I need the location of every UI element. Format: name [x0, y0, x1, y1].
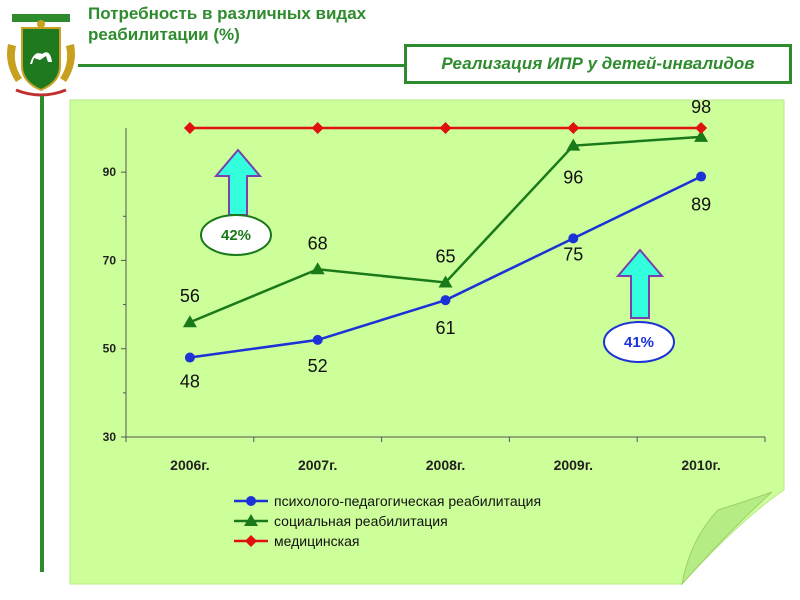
data-point [439, 122, 452, 134]
x-tick-label: 2006г. [170, 457, 209, 473]
x-tick-label: 2010г. [681, 457, 720, 473]
legend-marker [245, 535, 257, 547]
data-point [311, 122, 324, 134]
data-label: 56 [180, 286, 200, 306]
percent-label: 41% [624, 334, 654, 351]
data-point [694, 129, 709, 142]
data-point [568, 233, 579, 244]
data-point [696, 171, 707, 182]
data-label: 61 [435, 318, 455, 338]
paper-background [69, 99, 785, 585]
percent-bubble [200, 214, 272, 256]
data-point [182, 315, 197, 328]
header-divider [78, 64, 404, 67]
data-point [310, 262, 325, 275]
y-tick-label: 50 [103, 342, 117, 356]
data-point [183, 122, 196, 134]
legend-marker [246, 496, 256, 506]
y-tick-label: 70 [103, 253, 117, 267]
series-0: 48 52 61 75 89 [180, 171, 711, 392]
page-title: Потребность в различных видах реабилитац… [88, 3, 418, 45]
data-point [566, 138, 581, 151]
title-line-2: реабилитации (%) [88, 25, 240, 44]
subtitle-box: Реализация ИПР у детей-инвалидов [404, 44, 792, 84]
data-label: 75 [563, 244, 583, 264]
series-1: 56 68 65 96 98 [180, 97, 711, 328]
paper-curl [681, 491, 773, 586]
chart-axes: 30 50 70 90 2006г. 2007г. 2008г. 2009г. 2010г. [103, 128, 766, 473]
left-accent-line [40, 96, 44, 572]
data-label: 48 [180, 372, 200, 392]
data-label: 96 [563, 168, 583, 188]
data-point [695, 122, 708, 134]
data-point [312, 334, 323, 345]
percent-bubble [603, 321, 675, 363]
data-label: 65 [435, 247, 455, 267]
legend-entry: психолого-педагогическая реабилитация [274, 493, 541, 509]
y-tick-label: 30 [103, 430, 117, 444]
data-label: 68 [308, 233, 328, 253]
data-point [440, 295, 451, 306]
up-arrow-icon [615, 248, 665, 319]
x-tick-label: 2007г. [298, 457, 337, 473]
x-tick-label: 2009г. [554, 457, 593, 473]
data-label: 89 [691, 195, 711, 215]
chart-series: 48 52 61 75 89 56 68 65 96 98 [180, 97, 711, 392]
x-tick-label: 2008г. [426, 457, 465, 473]
data-label: 52 [308, 356, 328, 376]
data-point [438, 275, 453, 288]
legend-entry: медицинская [274, 533, 359, 549]
data-point [184, 352, 195, 363]
chart-annotations: 42% 41% [200, 148, 675, 363]
y-tick-label: 90 [103, 165, 117, 179]
series-2 [183, 122, 708, 134]
data-label: 98 [691, 97, 711, 117]
percent-label: 42% [221, 227, 251, 244]
coat-of-arms-icon [7, 14, 75, 97]
legend-entry: социальная реабилитация [274, 513, 448, 529]
title-line-1: Потребность в различных видах [88, 4, 367, 23]
subtitle-text: Реализация ИПР у детей-инвалидов [441, 54, 755, 73]
data-point [567, 122, 580, 134]
chart-legend: психолого-педагогическая реабилитация соц… [234, 493, 541, 549]
legend-marker [244, 514, 258, 526]
